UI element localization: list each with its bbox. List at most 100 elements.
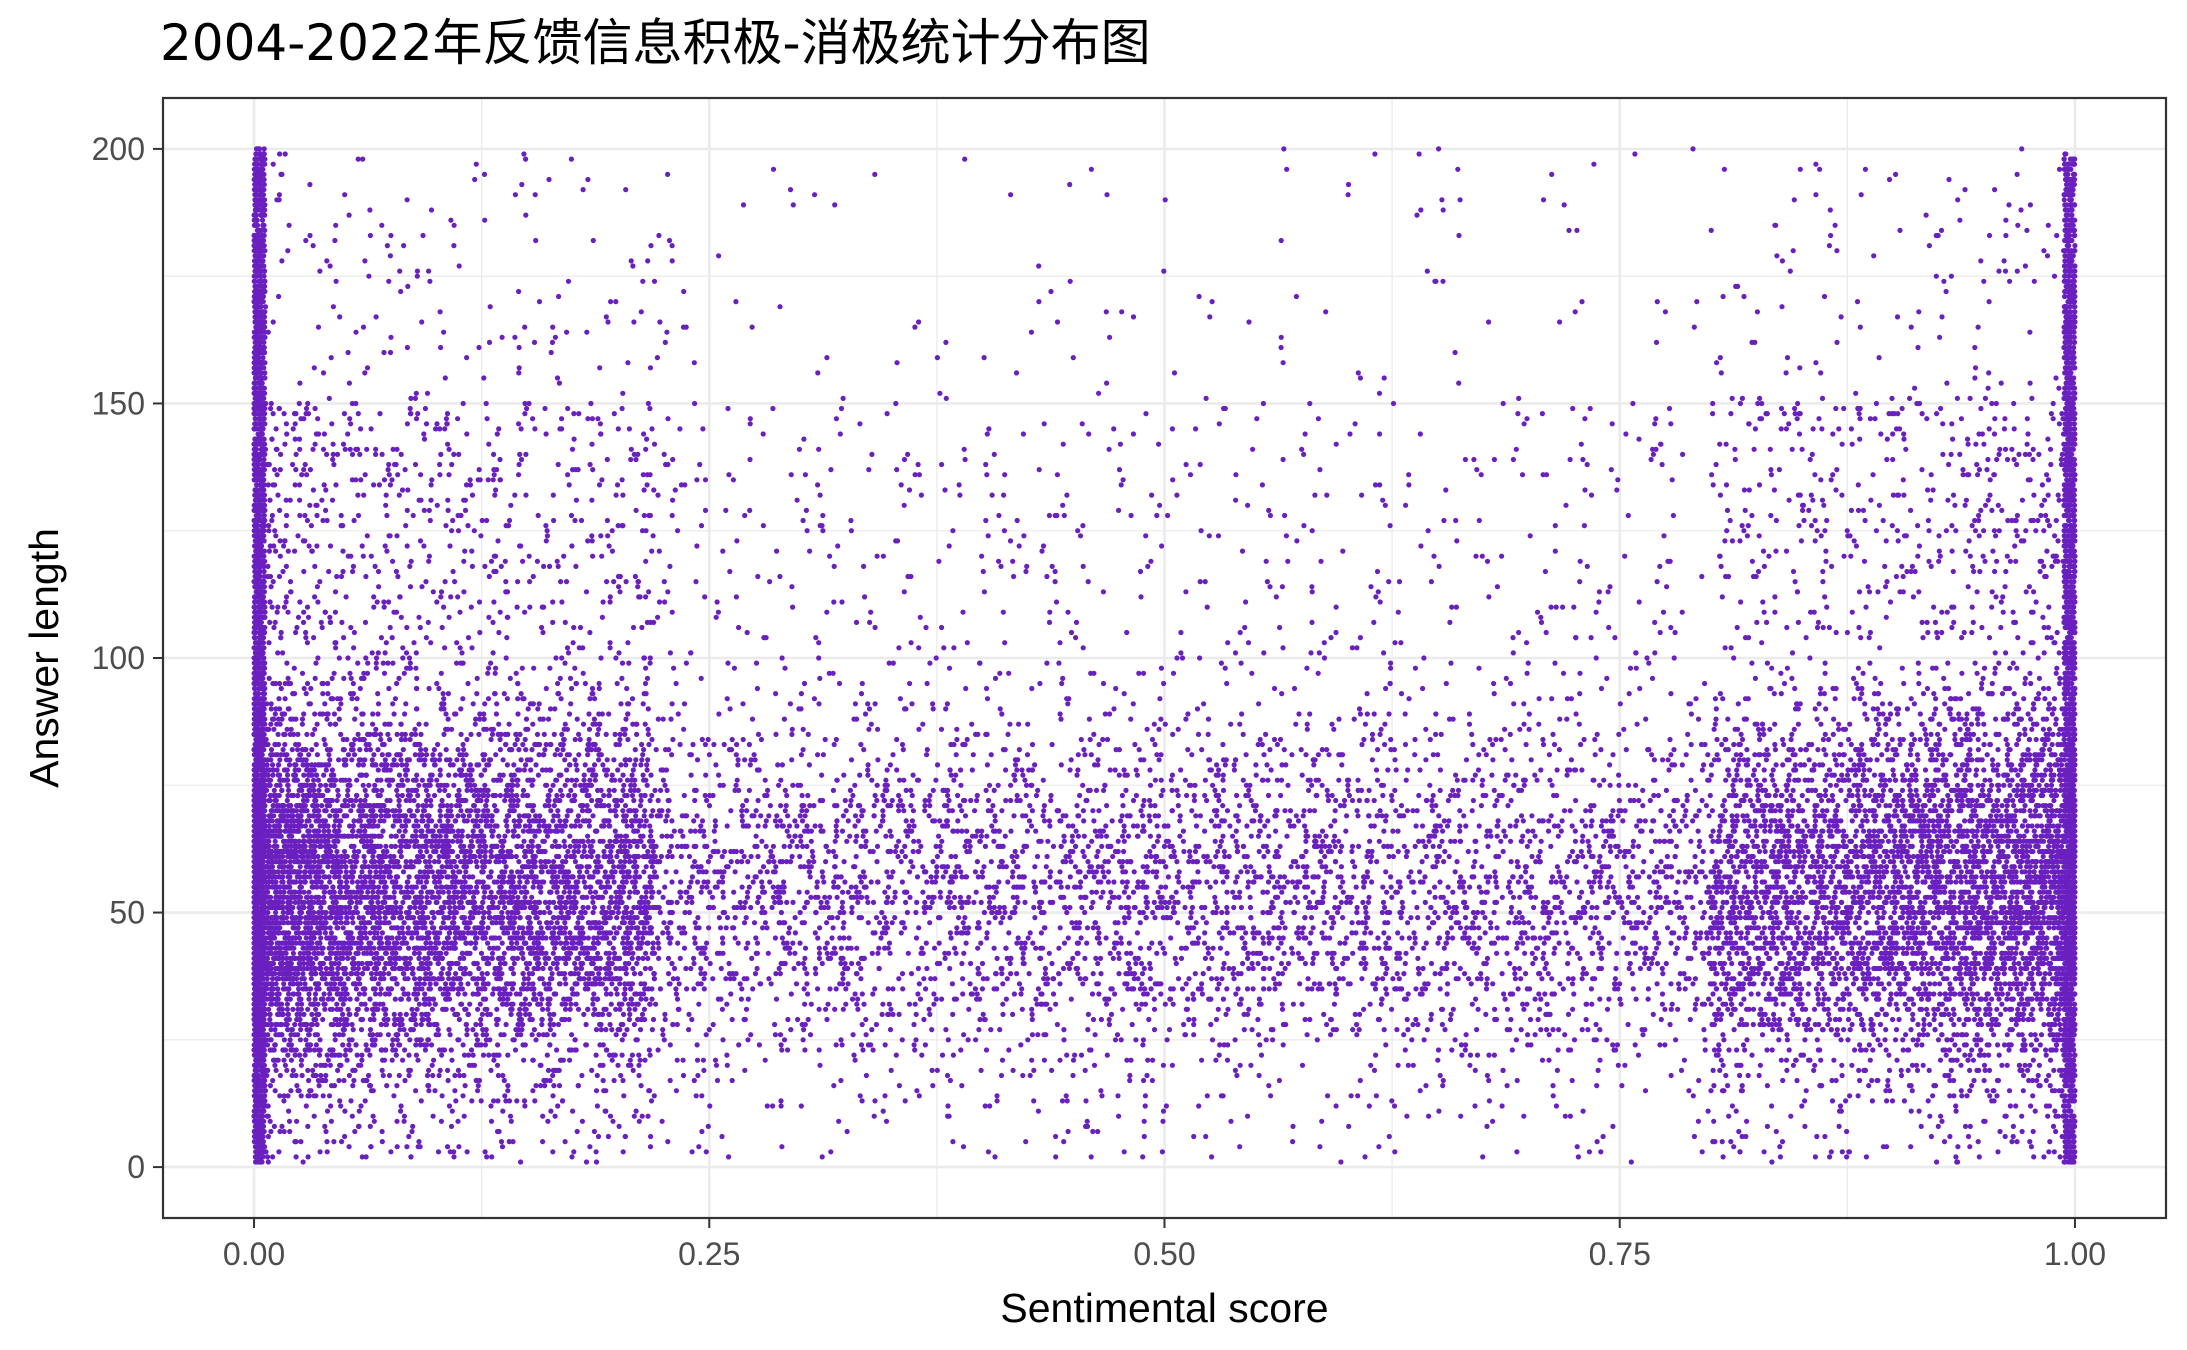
scatter-point <box>258 207 264 213</box>
scatter-point <box>258 309 265 315</box>
scatter-point <box>650 808 656 814</box>
scatter-point <box>632 573 639 580</box>
scatter-point <box>354 1052 360 1058</box>
scatter-point <box>627 889 633 895</box>
scatter-point <box>252 263 258 269</box>
scatter-point <box>254 614 260 620</box>
scatter-point <box>259 161 265 167</box>
scatter-point <box>283 599 289 605</box>
scatter-point <box>260 584 266 590</box>
scatter-point <box>258 344 264 351</box>
scatter-point <box>261 146 267 152</box>
scatter-point <box>398 757 404 763</box>
scatter-point <box>2063 467 2069 473</box>
scatter-point <box>2071 421 2077 427</box>
scatter-point <box>453 971 459 977</box>
scatter-point <box>2065 278 2071 284</box>
scatter-point <box>2067 207 2073 213</box>
scatter-point <box>259 431 265 437</box>
scatter-point <box>259 217 266 223</box>
scatter-point <box>262 716 268 722</box>
scatter-point <box>2063 523 2069 529</box>
scatter-point <box>2071 441 2077 447</box>
scatter-point <box>2071 278 2077 284</box>
scatter-point <box>619 1037 625 1043</box>
scatter-point <box>2064 202 2070 208</box>
scatter-point <box>260 181 267 188</box>
scatter-point <box>260 192 267 198</box>
scatter-point <box>2061 1159 2067 1165</box>
scatter-point <box>288 1057 294 1063</box>
scatter-point <box>2067 370 2073 376</box>
scatter-point <box>2064 706 2070 712</box>
scatter-point <box>2066 655 2072 661</box>
scatter-point <box>261 456 267 463</box>
scatter-point <box>259 665 265 671</box>
scatter-point <box>2070 589 2076 595</box>
scatter-point <box>2070 507 2076 513</box>
scatter-point <box>259 675 265 682</box>
scatter-point <box>2067 181 2074 188</box>
scatter-point <box>252 380 258 386</box>
scatter-point <box>2065 685 2071 692</box>
scatter-point <box>581 777 587 783</box>
scatter-point <box>261 263 267 269</box>
scatter-point <box>639 741 645 748</box>
scatter-point <box>2062 624 2068 631</box>
scatter-point <box>2064 426 2070 432</box>
scatter-point <box>259 288 265 295</box>
scatter-point <box>259 1159 265 1165</box>
scatter-point <box>409 1006 415 1012</box>
scatter-point <box>260 548 266 554</box>
scatter-point <box>280 568 286 575</box>
scatter-point <box>253 222 259 228</box>
scatter-point <box>501 691 507 697</box>
scatter-point <box>373 655 380 661</box>
scatter-point <box>2067 268 2073 274</box>
scatter-point <box>254 365 260 371</box>
scatter-point <box>261 365 267 371</box>
scatter-point <box>259 293 266 300</box>
scatter-point <box>254 273 260 279</box>
scatter-point <box>2069 299 2075 305</box>
scatter-point <box>2070 390 2076 396</box>
scatter-point <box>253 283 259 289</box>
scatter-point <box>2069 380 2075 386</box>
scatter-point <box>358 426 364 432</box>
scatter-point <box>2071 1118 2077 1124</box>
scatter-point <box>376 482 382 488</box>
scatter-point <box>2065 171 2071 177</box>
scatter-point <box>522 411 528 417</box>
scatter-point <box>256 339 262 345</box>
scatter-point <box>2069 385 2075 391</box>
scatter-point <box>296 986 302 992</box>
scatter-point <box>313 955 319 962</box>
scatter-point <box>551 925 558 931</box>
scatter-point <box>552 1113 558 1119</box>
scatter-point <box>261 436 267 442</box>
scatter-point <box>275 604 281 610</box>
scatter-point <box>360 782 366 788</box>
scatter-point <box>261 268 268 274</box>
scatter-point <box>2072 629 2078 636</box>
scatter-point <box>253 370 259 376</box>
scatter-point <box>259 380 265 386</box>
scatter-point <box>2065 665 2071 671</box>
scatter-point <box>329 497 336 503</box>
scatter-point <box>2072 594 2078 600</box>
scatter-point <box>253 675 259 682</box>
scatter-point <box>499 1144 506 1150</box>
scatter-point <box>445 818 451 824</box>
scatter-point <box>486 665 492 671</box>
scatter-point <box>523 716 530 722</box>
chart-title: 2004-2022年反馈信息积极-消极统计分布图 <box>160 14 1151 72</box>
scatter-point <box>350 1027 356 1033</box>
scatter-point <box>2072 436 2078 442</box>
scatter-point <box>259 482 265 488</box>
scatter-point <box>391 711 397 717</box>
scatter-point <box>2071 517 2077 524</box>
scatter-point <box>256 1113 262 1119</box>
scatter-point <box>645 757 651 763</box>
scatter-point <box>611 879 617 885</box>
scatter-point <box>2071 731 2077 738</box>
